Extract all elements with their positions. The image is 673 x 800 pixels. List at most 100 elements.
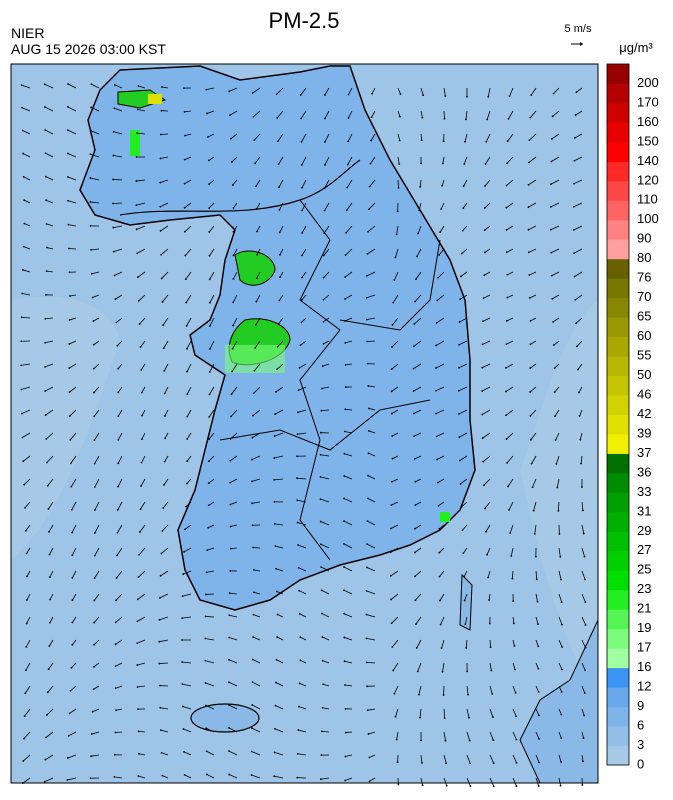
wind-arrowhead [159, 206, 161, 208]
wind-arrowhead [320, 566, 322, 568]
wind-arrowhead [413, 435, 415, 437]
wind-arrowhead [528, 274, 530, 276]
wind-arrowhead [417, 233, 419, 235]
wind-arrowhead [186, 483, 188, 485]
wind-arrowhead [208, 504, 210, 506]
wind-arrowhead [324, 94, 326, 96]
wind-arrowhead [252, 92, 254, 94]
wind-arrowhead [506, 297, 508, 299]
wind-arrowhead [345, 732, 347, 734]
wind-arrowhead [506, 462, 508, 464]
wind-arrowhead [91, 733, 93, 735]
wind-arrowhead [469, 740, 471, 742]
wind-arrowhead [139, 323, 141, 325]
wind-arrowhead [26, 599, 28, 601]
wind-arrowhead [232, 325, 234, 327]
wind-arrowhead [296, 433, 298, 435]
wind-arrowhead [184, 528, 186, 530]
wind-arrowhead [186, 393, 188, 395]
wind-arrowhead [573, 183, 575, 185]
colorbar-label: 120 [637, 172, 659, 187]
wind-arrowhead [413, 323, 415, 325]
wind-arrowhead [184, 774, 186, 776]
wind-arrowhead [45, 414, 47, 416]
wind-arrowhead [390, 504, 392, 506]
wind-arrowhead [138, 85, 140, 87]
wind-arrowhead [138, 775, 140, 777]
wind-arrowhead [89, 177, 91, 179]
wind-arrowhead [159, 707, 161, 709]
wind-arrowhead [368, 208, 370, 210]
wind-arrowhead [44, 83, 46, 85]
wind-arrowhead [469, 762, 471, 764]
wind-arrowhead [553, 344, 555, 346]
wind-arrowhead [301, 277, 303, 279]
wind-arrowhead [113, 107, 115, 109]
wind-arrowhead [44, 342, 46, 344]
wind-arrowhead [94, 509, 96, 511]
wind-arrowhead [26, 623, 28, 625]
wind-arrowhead [115, 709, 117, 711]
wind-arrowhead [550, 183, 552, 185]
wind-arrowhead [324, 118, 326, 120]
wind-arrowhead [138, 300, 140, 302]
wind-arrowhead [459, 298, 461, 300]
wind-arrowhead [422, 117, 424, 119]
wind-arrowhead [137, 276, 139, 278]
wind-arrowhead [505, 343, 507, 345]
wind-arrowhead [113, 776, 115, 778]
wind-arrowhead [253, 392, 255, 394]
wind-arrowhead [256, 277, 258, 279]
wind-arrowhead [67, 153, 69, 155]
wind-arrowhead [573, 229, 575, 231]
wind-arrowhead [275, 682, 277, 684]
wind-arrowhead [209, 278, 211, 280]
wind-arrowhead [346, 209, 348, 211]
wind-arrowhead [162, 324, 164, 326]
wind-arrowhead [69, 415, 71, 417]
wind-arrowhead [393, 279, 395, 281]
unit: μg/m³ [619, 40, 653, 55]
wind-arrowhead [344, 780, 346, 782]
wind-arrowhead [550, 206, 552, 208]
colorbar-segment [607, 648, 629, 668]
colorbar-segment [607, 492, 629, 512]
wind-arrowhead [185, 506, 187, 508]
wind-arrowhead [414, 599, 416, 601]
wind-arrowhead [582, 760, 584, 762]
wind-arrowhead [321, 388, 323, 390]
wind-arrowhead [89, 201, 91, 203]
colorbar-segment [607, 259, 629, 279]
wind-arrowhead [161, 110, 163, 112]
wind-arrowhead [344, 298, 346, 300]
colorbar-label: 16 [637, 659, 651, 674]
wind-arrowhead [344, 431, 346, 433]
wind-arrowhead [440, 208, 442, 210]
colorbar-label: 65 [637, 309, 651, 324]
wind-arrowhead [366, 341, 368, 343]
wind-arrowhead [506, 320, 508, 322]
wind-arrowhead [251, 704, 253, 706]
wind-arrowhead [415, 623, 417, 625]
wind-arrowhead [507, 140, 509, 142]
wind-arrowhead [164, 393, 166, 395]
wind-arrowhead [92, 297, 94, 299]
wind-arrowhead [48, 668, 50, 670]
wind-arrowhead [367, 497, 369, 499]
wind-arrowhead [24, 507, 26, 509]
wind-arrowhead [183, 87, 185, 89]
wind-arrowhead [575, 114, 577, 116]
wind-arrowhead [537, 645, 539, 647]
wind-arrowhead [184, 255, 186, 257]
wind-arrowhead [511, 578, 513, 580]
wind-arrowhead [538, 738, 540, 740]
source: NIER [11, 25, 44, 41]
wind-arrowhead [117, 486, 119, 488]
wind-arrowhead [181, 617, 183, 619]
wind-arrowhead [561, 624, 563, 626]
wind-arrowhead [67, 106, 69, 108]
wind-arrowhead [230, 438, 232, 440]
colorbar-label: 42 [637, 406, 651, 421]
wind-arrowhead [465, 647, 467, 649]
wind-arrowhead [560, 737, 562, 739]
